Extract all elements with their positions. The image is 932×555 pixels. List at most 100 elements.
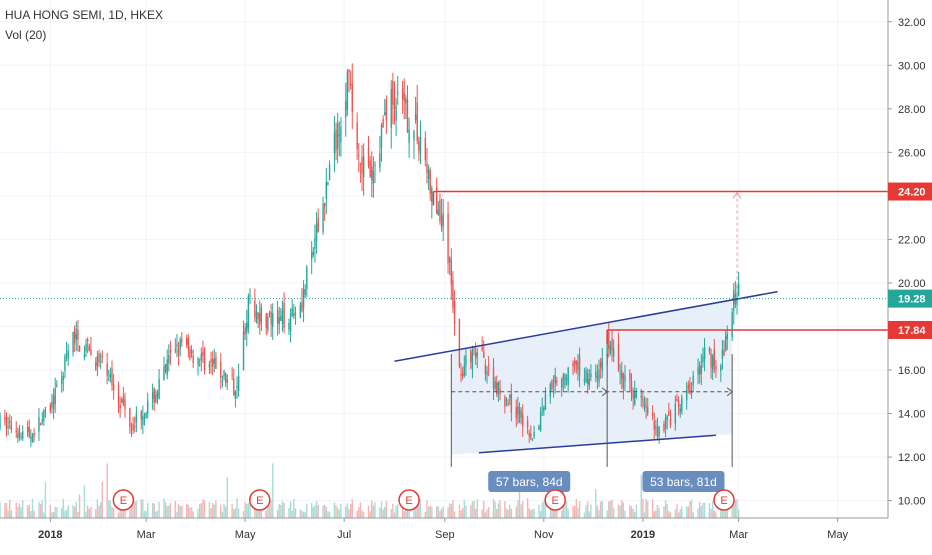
candle-body — [254, 300, 256, 318]
candle-body — [416, 102, 418, 142]
volume-bar — [75, 501, 77, 518]
earnings-marker[interactable] — [713, 489, 735, 511]
candle-body — [73, 328, 76, 344]
candle-body — [22, 431, 24, 439]
volume-bar — [99, 502, 102, 518]
volume-bar — [440, 508, 443, 518]
volume-bar — [484, 512, 487, 518]
candle-body — [736, 297, 738, 305]
volume-bar — [596, 505, 599, 518]
volume-bar — [288, 508, 290, 518]
volume-bar — [233, 509, 235, 518]
candle-body — [315, 223, 318, 242]
volume-bar — [362, 511, 365, 518]
candle-body — [586, 373, 589, 384]
candle-body — [177, 349, 180, 355]
volume-bar — [129, 509, 131, 518]
candle-body — [487, 364, 490, 366]
candle-body — [733, 290, 735, 311]
volume-bar — [336, 507, 339, 518]
candle-body — [190, 350, 193, 354]
x-tick-label: 2019 — [631, 529, 655, 541]
candle-body — [431, 188, 433, 203]
candle-body — [18, 428, 21, 438]
candle-body — [653, 421, 655, 430]
volume-bar — [338, 509, 340, 518]
volume-bar — [278, 504, 280, 518]
candle-body — [397, 92, 399, 94]
candle-body — [588, 378, 590, 386]
volume-bar — [395, 505, 397, 518]
earnings-marker[interactable] — [544, 489, 566, 511]
volume-bar — [208, 501, 211, 518]
candle-body — [41, 419, 43, 423]
candle-body — [143, 417, 146, 420]
y-tick-label: 30.00 — [898, 60, 926, 72]
volume-bar — [392, 503, 394, 518]
candle-body — [96, 356, 99, 366]
candle-body — [617, 343, 620, 371]
y-tick-label: 14.00 — [898, 409, 926, 421]
x-tick-label: Jul — [337, 529, 351, 541]
y-tick-label: 28.00 — [898, 104, 926, 116]
volume-bar — [655, 510, 657, 518]
candle-body — [280, 315, 282, 321]
candle-body — [629, 373, 631, 381]
candle-body — [231, 374, 233, 376]
candle-body — [257, 312, 259, 319]
earnings-marker-label: E — [405, 495, 412, 507]
volume-bar — [681, 506, 683, 518]
candle-body — [145, 412, 147, 419]
volume-bar — [461, 508, 464, 518]
earnings-marker[interactable] — [398, 489, 420, 511]
volume-bar — [317, 504, 319, 518]
candle-body — [471, 350, 474, 369]
candle-body — [176, 344, 178, 347]
volume-bar — [609, 500, 612, 518]
volume-bar — [72, 505, 74, 518]
candle-body — [685, 389, 688, 401]
volume-bar — [737, 509, 740, 518]
candle-body — [711, 355, 714, 371]
volume-bar — [236, 498, 238, 518]
candle-body — [541, 407, 543, 409]
volume-bar — [312, 506, 315, 518]
volume-bar — [67, 505, 69, 518]
volume-bar — [340, 504, 342, 518]
candle-body — [595, 371, 597, 377]
candle-body — [575, 360, 578, 366]
volume-bar — [588, 511, 590, 518]
volume-bar — [325, 507, 328, 518]
volume-bar — [147, 502, 149, 518]
candle-body — [237, 375, 240, 392]
y-tick-label: 20.00 — [898, 278, 926, 290]
candle-body — [408, 129, 410, 144]
volume-bar — [145, 511, 147, 518]
volume-bar — [656, 504, 659, 518]
volume-bar — [367, 505, 370, 518]
volume-bar — [49, 504, 52, 518]
candle-body — [244, 327, 246, 335]
candle-body — [596, 375, 599, 379]
volume-bar — [426, 500, 428, 518]
volume-bar — [530, 510, 532, 518]
candle-body — [215, 357, 217, 369]
candle-body — [52, 395, 55, 410]
candle-body — [504, 397, 506, 407]
candle-body — [583, 379, 586, 382]
earnings-marker[interactable] — [112, 489, 135, 511]
candle-body — [5, 416, 8, 430]
candle-body — [382, 119, 384, 128]
candle-body — [573, 360, 576, 364]
earnings-marker[interactable] — [248, 489, 271, 511]
x-tick-label: May — [827, 529, 848, 541]
volume-bar — [270, 500, 272, 518]
volume-bar — [280, 504, 282, 518]
volume-bar — [611, 499, 613, 518]
volume-bar — [640, 474, 642, 518]
volume-bar — [504, 501, 506, 518]
candle-body — [640, 395, 642, 398]
candle-body — [726, 333, 728, 340]
